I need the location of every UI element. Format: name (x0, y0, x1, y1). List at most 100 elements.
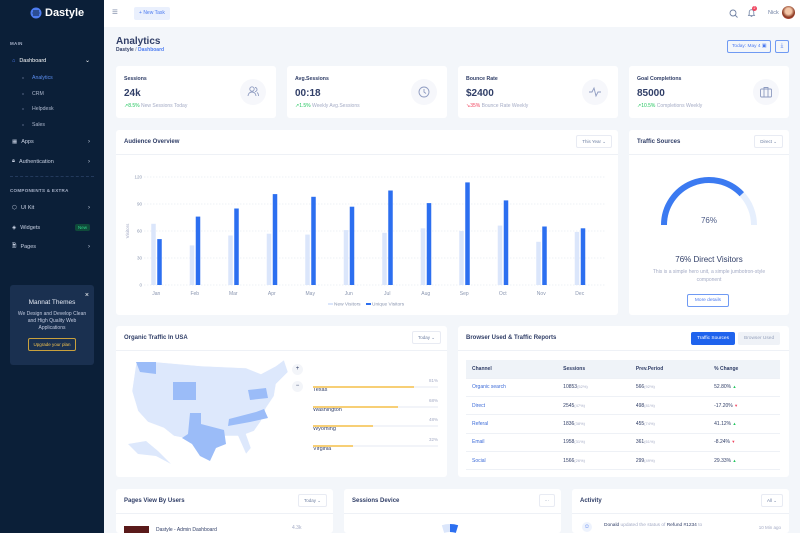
more-details-button[interactable]: More details (687, 294, 729, 307)
download-icon: ⤓ (780, 43, 784, 49)
breadcrumb-item[interactable]: Dastyle (116, 47, 134, 53)
channel-link[interactable]: Direct (466, 396, 558, 416)
divider (10, 176, 94, 177)
sidebar-item-helpdesk[interactable]: Helpdesk (22, 106, 54, 112)
pennsylvania-state[interactable] (248, 388, 268, 400)
home-icon: ⌂ (12, 57, 16, 64)
user-name[interactable]: Nick (768, 10, 779, 16)
close-icon[interactable]: × (84, 292, 89, 299)
bar-unique-visitors-jan[interactable] (157, 239, 162, 285)
zoom-out-button[interactable]: − (292, 381, 303, 392)
bar-new-visitors-jan[interactable] (151, 223, 156, 285)
sidebar-item-dashboard[interactable]: ⌂ Dashboard ⌄ (12, 57, 90, 65)
chevron-right-icon: › (88, 243, 90, 250)
bar-new-visitors-jun[interactable] (343, 230, 349, 285)
bar-unique-visitors-jun[interactable] (349, 206, 355, 285)
bar-unique-visitors-feb[interactable] (195, 216, 201, 285)
year-filter-dropdown[interactable]: This Year ⌄ (576, 135, 612, 148)
more-menu-button[interactable]: ··· (538, 494, 555, 507)
label: Direct (760, 139, 772, 144)
avatar[interactable] (782, 6, 795, 19)
new-task-button[interactable]: + New Task (134, 7, 170, 20)
bar-unique-visitors-oct[interactable] (503, 200, 509, 285)
prev-pct: (74%) (644, 420, 655, 426)
caret-up-icon: ▲ (732, 384, 737, 390)
audience-overview-card: Audience Overview This Year ⌄ 0 30 60 90 120… (116, 130, 618, 315)
bar-unique-visitors-aug[interactable] (426, 203, 432, 285)
wyoming-state[interactable] (173, 382, 196, 400)
sidebar-item-sales[interactable]: Sales (22, 122, 45, 128)
change-value: 52.80% (714, 384, 732, 391)
page-name[interactable]: Dastyle - Admin Dashboard (156, 527, 217, 533)
source-filter-dropdown[interactable]: Direct ⌄ (754, 135, 783, 148)
channel-link[interactable]: Organic search (466, 378, 558, 397)
sidebar-item-apps[interactable]: ▦ Apps › (12, 139, 90, 145)
menu-icon[interactable]: ≡ (112, 7, 118, 18)
tennessee-virginia-state[interactable] (228, 409, 268, 426)
bar-new-visitors-feb[interactable] (189, 245, 195, 285)
download-button[interactable]: ⤓ (775, 40, 789, 53)
tab-browser-used[interactable]: Browser Used (738, 332, 781, 345)
x-tick-label: Sep (460, 291, 469, 297)
washington-state[interactable] (136, 362, 156, 374)
sidebar-item-pages[interactable]: 🗎︎ Pages › (12, 242, 90, 251)
stat-card: Bounce Rate $2400 ↘35% Bounce Rate Weekl… (458, 66, 618, 118)
channel-link[interactable]: Email (466, 433, 558, 453)
search-icon[interactable] (729, 9, 738, 18)
bar-unique-visitors-may[interactable] (311, 196, 316, 285)
upgrade-button[interactable]: Upgrade your plan (28, 338, 76, 351)
sidebar-item-crm[interactable]: CRM (22, 91, 44, 97)
usa-map[interactable] (126, 356, 306, 471)
period-filter-dropdown[interactable]: Today ⌄ (297, 494, 327, 507)
date-button[interactable]: Today: May 4 ▣ (727, 40, 772, 53)
bar-new-visitors-jul[interactable] (382, 232, 387, 285)
bar-unique-visitors-dec[interactable] (580, 228, 586, 285)
period-filter-dropdown[interactable]: Today ⌄ (411, 331, 441, 344)
sidebar-item-ui-kit[interactable]: ⬡ UI Kit › (12, 205, 90, 211)
column-header: % Change (708, 360, 780, 379)
sessions-pct: (38%) (574, 420, 585, 426)
x-tick-label: Feb (190, 291, 199, 297)
bar-unique-visitors-mar[interactable] (234, 208, 239, 286)
breadcrumb-item[interactable]: Dashboard (137, 47, 165, 53)
texas-state[interactable] (182, 413, 226, 461)
legend-label[interactable]: Unique Visitors (372, 302, 405, 308)
bar-new-visitors-nov[interactable] (536, 241, 541, 285)
card-title: Pages View By Users (124, 498, 185, 504)
bar-new-visitors-aug[interactable] (420, 228, 426, 285)
sidebar-item-analytics[interactable]: Analytics (22, 75, 53, 81)
bar-new-visitors-sep[interactable] (459, 231, 464, 285)
channel-link[interactable]: Social (466, 451, 558, 471)
change-text: Bounce Rate Weekly (481, 103, 529, 109)
bar-unique-visitors-jul[interactable] (388, 190, 393, 286)
tab-traffic-sources[interactable]: Traffic Sources (691, 332, 735, 345)
activity-icon (582, 79, 608, 105)
legend-label[interactable]: New Visitors (334, 302, 361, 308)
label: This Year (582, 139, 601, 144)
bar-new-visitors-dec[interactable] (574, 231, 580, 285)
sidebar-item-authentication[interactable]: 🔒︎ Authentication › (12, 158, 90, 165)
brand-logo[interactable]: Dastyle (30, 7, 84, 19)
breadcrumb-separator: / (135, 47, 137, 53)
activity-target[interactable]: Refund #1234 (666, 523, 697, 528)
bar-unique-visitors-apr[interactable] (272, 194, 278, 285)
divider (572, 513, 789, 514)
channel-link[interactable]: Referal (466, 414, 558, 434)
bar-unique-visitors-nov[interactable] (542, 226, 547, 286)
activity-filter-dropdown[interactable]: All ⌄ (760, 494, 783, 507)
bar-unique-visitors-sep[interactable] (465, 182, 470, 285)
sessions-cell: 10853(52%) (557, 378, 630, 397)
bar-new-visitors-oct[interactable] (497, 225, 503, 285)
bar-new-visitors-apr[interactable] (266, 233, 272, 285)
sidebar-item-widgets[interactable]: ◈ Widgets New (12, 224, 90, 231)
stat-value: $2400 (466, 88, 494, 99)
bar-new-visitors-may[interactable] (305, 234, 310, 285)
label: Dashboard (19, 57, 47, 64)
table-row: Direct 2545(47%) 498(81%) -17.20% ▼ (466, 396, 780, 416)
divider (116, 154, 618, 155)
table-row: Email 1958(31%) 361(61%) -8.24% ▼ (466, 433, 780, 453)
bar-new-visitors-mar[interactable] (228, 235, 233, 286)
zoom-in-button[interactable]: + (292, 364, 303, 375)
activity-user[interactable]: Donald (604, 523, 620, 528)
x-tick-label: Jul (384, 291, 390, 297)
